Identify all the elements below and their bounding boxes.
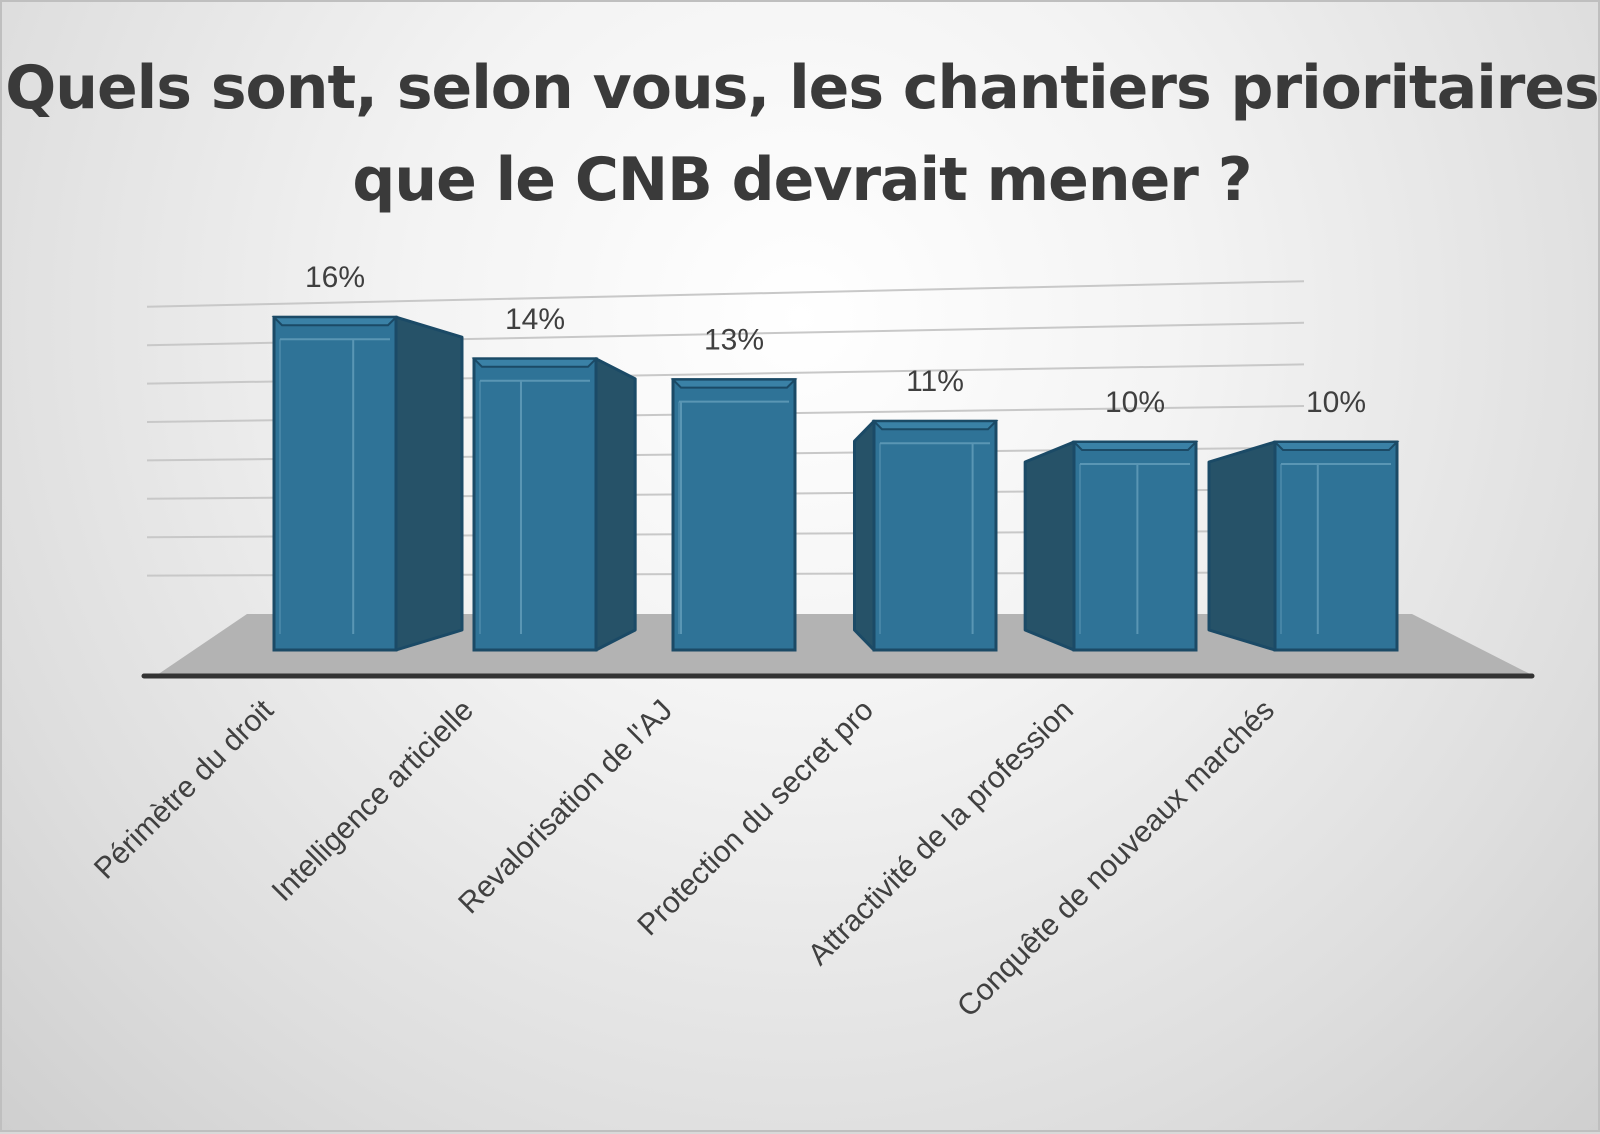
bar-side-face: [1023, 440, 1076, 652]
bar-side-face: [1207, 440, 1277, 652]
bar: [272, 315, 398, 652]
category-label: Conquête de nouveaux marchés: [951, 694, 1281, 1024]
category-label: Revalorisation de l'AJ: [452, 694, 679, 921]
bar-side-face: [852, 419, 876, 652]
bar-top-face: [871, 420, 999, 431]
data-label: 16%: [305, 261, 365, 294]
chart-title: Quels sont, selon vous, les chantiers pr…: [5, 53, 1600, 215]
category-label: Intelligence articielle: [266, 694, 480, 908]
bar-top-face: [670, 378, 798, 389]
bar-side-face: [394, 315, 464, 652]
bar: [1273, 440, 1399, 652]
gridline: [146, 280, 1305, 308]
category-label: Protection du secret pro: [631, 694, 880, 943]
bar-top-face: [1071, 441, 1199, 451]
data-label: 14%: [505, 303, 565, 336]
bar: [1072, 440, 1198, 652]
data-label: 10%: [1105, 386, 1165, 419]
bar-top-face: [471, 357, 599, 368]
category-label: Périmètre du droit: [88, 693, 280, 885]
bar: [671, 378, 797, 652]
data-label: 11%: [906, 365, 964, 398]
bar: [472, 357, 598, 652]
bar-top-face: [271, 316, 399, 327]
data-label: 10%: [1306, 386, 1366, 419]
data-label: 13%: [704, 324, 764, 357]
bar: [872, 419, 998, 652]
bar-side-face: [594, 357, 637, 652]
bar-top-face: [1272, 441, 1400, 451]
